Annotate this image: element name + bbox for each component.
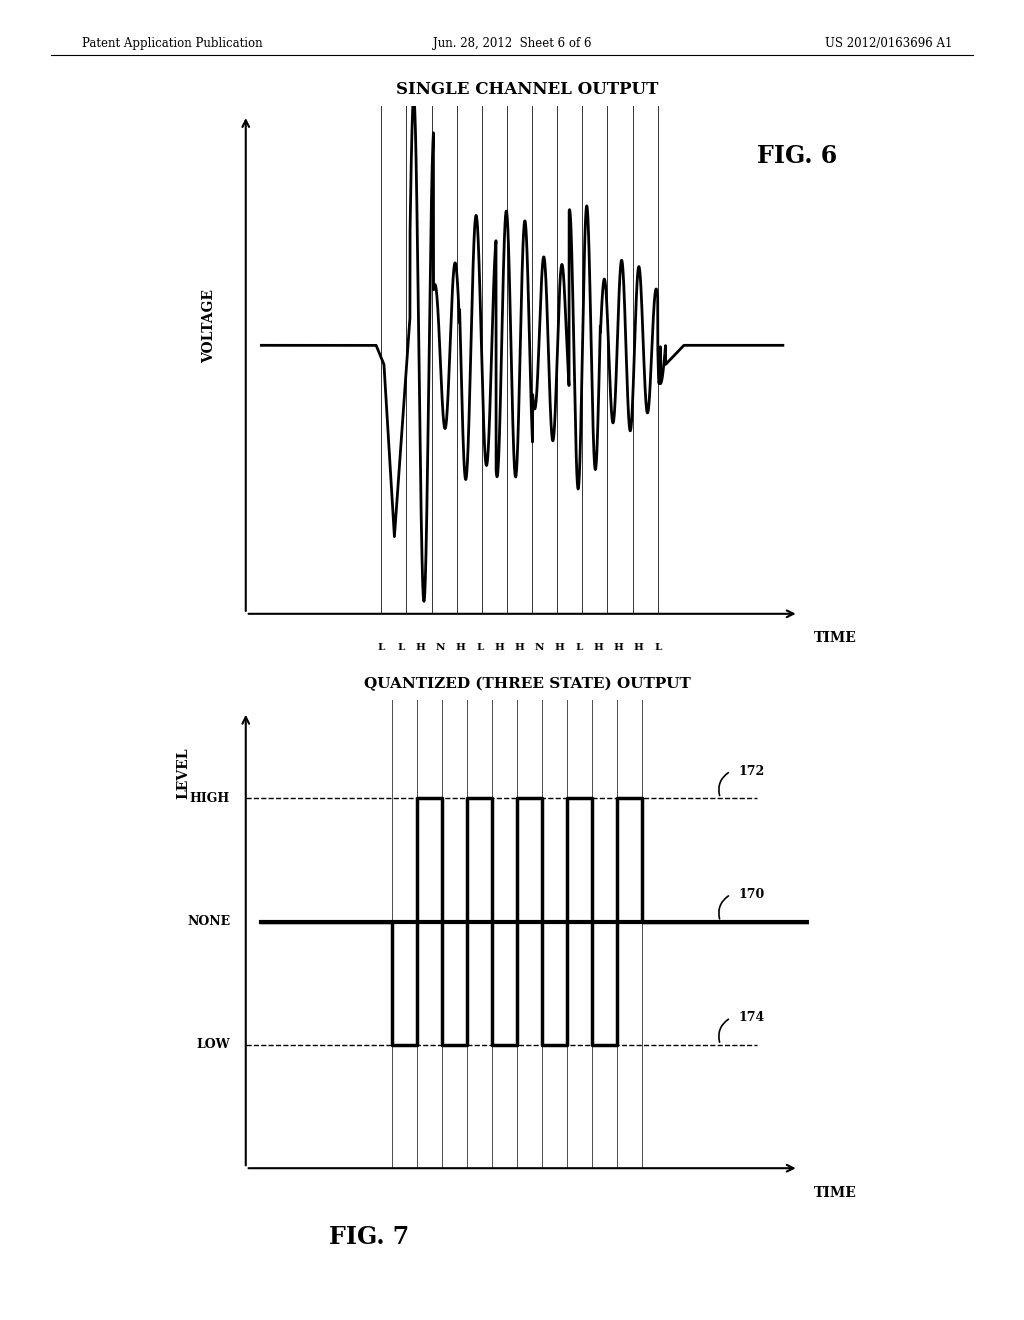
Text: VOLTAGE: VOLTAGE [203,289,216,363]
Text: FIG. 6: FIG. 6 [757,144,837,168]
Text: LEVEL: LEVEL [176,748,190,800]
Text: L: L [654,643,662,652]
Text: L: L [378,643,385,652]
Text: L: L [397,643,404,652]
Text: H: H [416,643,426,652]
Text: 174: 174 [738,1011,765,1024]
Text: TIME: TIME [814,1185,857,1200]
Text: L: L [476,643,483,652]
Text: Jun. 28, 2012  Sheet 6 of 6: Jun. 28, 2012 Sheet 6 of 6 [433,37,591,50]
Text: NONE: NONE [187,915,230,928]
Text: H: H [554,643,564,652]
Text: L: L [575,643,583,652]
Text: HIGH: HIGH [189,792,230,805]
Text: H: H [613,643,624,652]
Text: H: H [515,643,524,652]
Text: 172: 172 [738,764,765,777]
Title: QUANTIZED (THREE STATE) OUTPUT: QUANTIZED (THREE STATE) OUTPUT [364,677,691,692]
Text: TIME: TIME [814,631,857,644]
Text: FIG. 7: FIG. 7 [329,1225,409,1249]
Text: H: H [495,643,505,652]
Text: Patent Application Publication: Patent Application Publication [82,37,262,50]
Text: US 2012/0163696 A1: US 2012/0163696 A1 [825,37,952,50]
Title: SINGLE CHANNEL OUTPUT: SINGLE CHANNEL OUTPUT [396,82,658,99]
Text: N: N [436,643,445,652]
Text: 170: 170 [738,888,765,902]
Text: N: N [535,643,544,652]
Text: H: H [633,643,643,652]
Text: H: H [456,643,465,652]
Text: LOW: LOW [197,1039,230,1052]
Text: H: H [594,643,603,652]
